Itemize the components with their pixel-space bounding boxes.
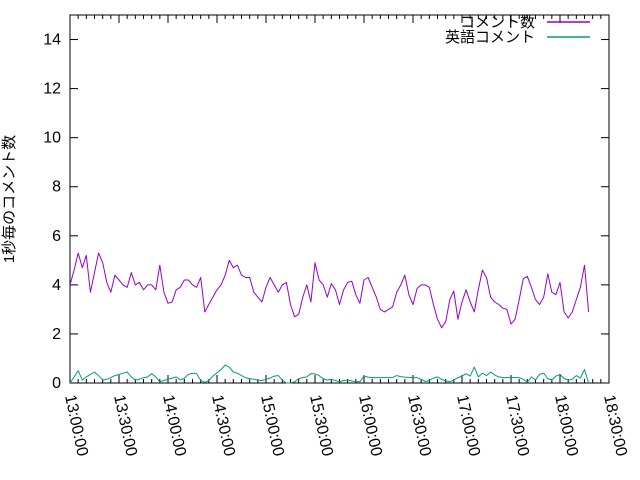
x-tick-label: 18:00:00: [551, 393, 581, 458]
y-tick-label: 14: [43, 32, 61, 49]
x-tick-label: 16:00:00: [355, 393, 385, 458]
y-tick-label: 8: [52, 179, 61, 196]
legend-label-english-comment: 英語コメント: [445, 28, 535, 46]
x-tick-label: 16:30:00: [404, 393, 434, 458]
y-tick-label: 0: [52, 375, 61, 392]
y-axis-title: 1秒毎のコメント数: [1, 135, 18, 263]
x-tick-label: 13:00:00: [61, 393, 91, 458]
y-tick-label: 2: [52, 326, 61, 343]
x-tick-label: 17:00:00: [453, 393, 483, 458]
x-tick-label: 14:00:00: [159, 393, 189, 458]
y-tick-label: 10: [43, 130, 61, 147]
series-line-comment-count: [69, 252, 590, 329]
x-tick-label: 15:00:00: [257, 393, 287, 458]
y-tick-label: 12: [43, 81, 61, 98]
plot-border: [69, 14, 610, 384]
x-tick-label: 18:30:00: [600, 393, 630, 458]
x-tick-label: 14:30:00: [208, 393, 238, 458]
series-line-english-comment: [69, 364, 590, 384]
y-tick-label: 6: [52, 228, 61, 245]
legend-label-comment-count: コメント数: [460, 14, 535, 31]
x-tick-label: 15:30:00: [306, 393, 336, 458]
y-tick-label: 4: [52, 277, 61, 294]
x-tick-label: 13:30:00: [110, 393, 140, 458]
x-tick-label: 17:30:00: [502, 393, 532, 458]
